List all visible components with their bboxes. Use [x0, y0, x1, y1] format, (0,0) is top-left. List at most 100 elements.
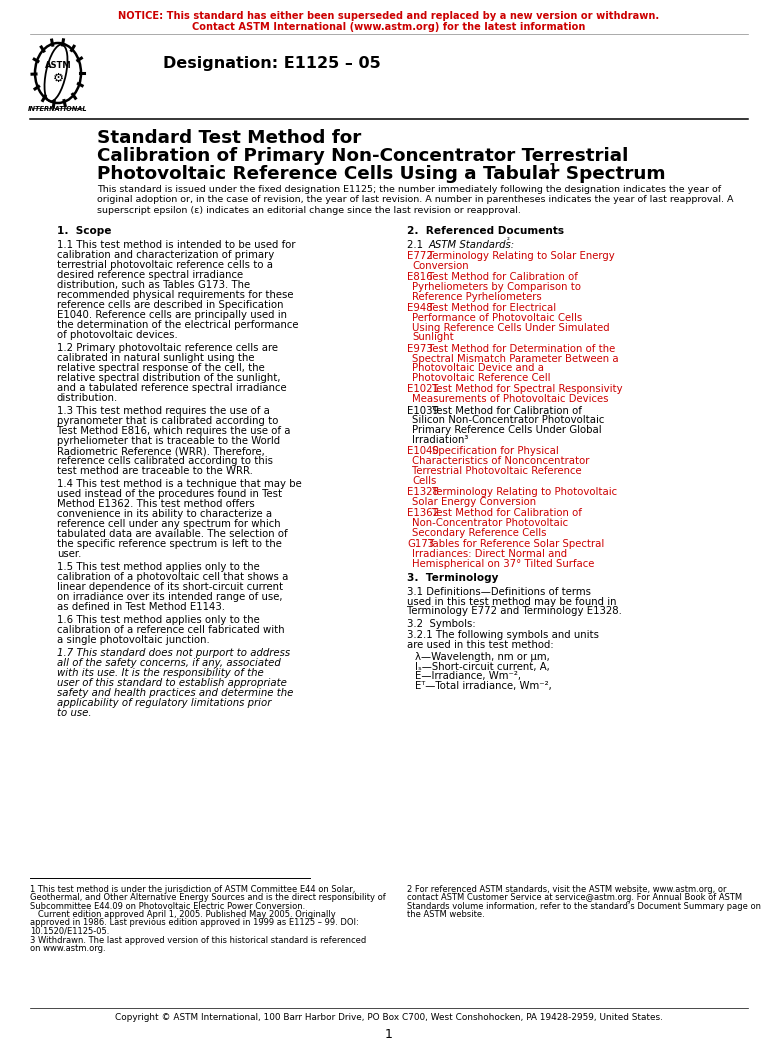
Text: Test Method for Determination of the: Test Method for Determination of the [428, 344, 615, 354]
Text: Current edition approved April 1, 2005. Published May 2005. Originally: Current edition approved April 1, 2005. … [30, 910, 336, 919]
Text: Iₛ—Short-circuit current, A,: Iₛ—Short-circuit current, A, [415, 662, 550, 671]
Text: 3.2.1 The following symbols and units: 3.2.1 The following symbols and units [407, 630, 599, 640]
Text: Terminology E772 and Terminology E1328.: Terminology E772 and Terminology E1328. [407, 607, 622, 616]
Text: user.: user. [57, 549, 82, 559]
Text: Test Method for Spectral Responsivity: Test Method for Spectral Responsivity [432, 384, 622, 395]
Text: 3 Withdrawn. The last approved version of this historical standard is referenced: 3 Withdrawn. The last approved version o… [30, 936, 366, 945]
Text: NOTICE: This standard has either been superseded and replaced by a new version o: NOTICE: This standard has either been su… [118, 11, 660, 21]
Text: 2.  Referenced Documents: 2. Referenced Documents [407, 226, 564, 236]
Text: Terrestrial Photovoltaic Reference: Terrestrial Photovoltaic Reference [412, 465, 582, 476]
Text: 3.1 Definitions—Definitions of terms: 3.1 Definitions—Definitions of terms [407, 587, 591, 596]
Text: Terminology Relating to Solar Energy: Terminology Relating to Solar Energy [428, 251, 615, 261]
Text: 10.1520/E1125-05.: 10.1520/E1125-05. [30, 926, 110, 936]
Text: terrestrial photovoltaic reference cells to a: terrestrial photovoltaic reference cells… [57, 260, 273, 270]
Text: Radiometric Reference (WRR). Therefore,: Radiometric Reference (WRR). Therefore, [57, 446, 265, 456]
Text: ASTM: ASTM [44, 61, 72, 71]
Text: user of this standard to establish appropriate: user of this standard to establish appro… [57, 678, 287, 688]
Text: Primary Reference Cells Under Global: Primary Reference Cells Under Global [412, 425, 601, 435]
Text: the specific reference spectrum is left to the: the specific reference spectrum is left … [57, 539, 282, 549]
Text: ²: ² [507, 238, 510, 244]
Text: desired reference spectral irradiance: desired reference spectral irradiance [57, 270, 243, 280]
Text: Photovoltaic Reference Cells Using a Tabular Spectrum: Photovoltaic Reference Cells Using a Tab… [97, 166, 666, 183]
Text: the ASTM website.: the ASTM website. [407, 910, 485, 919]
Text: pyranometer that is calibrated according to: pyranometer that is calibrated according… [57, 416, 279, 426]
Text: calibration and characterization of primary: calibration and characterization of prim… [57, 250, 275, 260]
Text: used instead of the procedures found in Test: used instead of the procedures found in … [57, 489, 282, 499]
Text: E1039: E1039 [407, 406, 439, 415]
Text: Photovoltaic Device and a: Photovoltaic Device and a [412, 363, 544, 374]
Text: Contact ASTM International (www.astm.org) for the latest information: Contact ASTM International (www.astm.org… [192, 22, 586, 32]
Text: superscript epsilon (ε) indicates an editorial change since the last revision or: superscript epsilon (ε) indicates an edi… [97, 206, 521, 215]
Text: 1.5 This test method applies only to the: 1.5 This test method applies only to the [57, 562, 260, 572]
Text: 1.7 This standard does not purport to address: 1.7 This standard does not purport to ad… [57, 648, 290, 658]
Text: Sunlight: Sunlight [412, 332, 454, 342]
Text: E1021: E1021 [407, 384, 439, 395]
Text: Solar Energy Conversion: Solar Energy Conversion [412, 497, 536, 507]
Text: This standard is issued under the fixed designation E1125; the number immediatel: This standard is issued under the fixed … [97, 185, 721, 194]
Text: Eᵀ—Total irradiance, Wm⁻²,: Eᵀ—Total irradiance, Wm⁻², [415, 681, 552, 691]
Text: Calibration of Primary Non-Concentrator Terrestrial: Calibration of Primary Non-Concentrator … [97, 147, 629, 166]
Text: Irradiances: Direct Normal and: Irradiances: Direct Normal and [412, 549, 567, 559]
Text: 1: 1 [385, 1029, 393, 1041]
Text: E1328: E1328 [407, 487, 439, 497]
Text: Pyrheliometers by Comparison to: Pyrheliometers by Comparison to [412, 282, 581, 291]
Text: 1.2 Primary photovoltaic reference cells are: 1.2 Primary photovoltaic reference cells… [57, 342, 278, 353]
Text: ASTM Standards:: ASTM Standards: [429, 240, 515, 250]
Text: distribution.: distribution. [57, 393, 118, 403]
Text: Secondary Reference Cells: Secondary Reference Cells [412, 528, 546, 537]
Text: Conversion: Conversion [412, 261, 468, 271]
Text: Non-Concentrator Photovoltaic: Non-Concentrator Photovoltaic [412, 517, 568, 528]
Text: Irradiation³: Irradiation³ [412, 435, 468, 445]
Text: Geothermal, and Other Alternative Energy Sources and is the direct responsibilit: Geothermal, and Other Alternative Energy… [30, 893, 386, 903]
Text: 3.  Terminology: 3. Terminology [407, 573, 499, 583]
Text: reference cell under any spectrum for which: reference cell under any spectrum for wh… [57, 519, 281, 529]
Text: E—Irradiance, Wm⁻²,: E—Irradiance, Wm⁻², [415, 671, 521, 682]
Text: recommended physical requirements for these: recommended physical requirements for th… [57, 290, 293, 300]
Text: 1.4 This test method is a technique that may be: 1.4 This test method is a technique that… [57, 479, 302, 489]
Text: Method E1362. This test method offers: Method E1362. This test method offers [57, 499, 254, 509]
Text: Terminology Relating to Photovoltaic: Terminology Relating to Photovoltaic [432, 487, 617, 497]
Text: Performance of Photovoltaic Cells: Performance of Photovoltaic Cells [412, 312, 582, 323]
Text: convenience in its ability to characterize a: convenience in its ability to characteri… [57, 509, 272, 519]
Text: on www.astm.org.: on www.astm.org. [30, 944, 106, 954]
Text: INTERNATIONAL: INTERNATIONAL [28, 106, 88, 112]
Text: Test Method for Electrical: Test Method for Electrical [428, 303, 555, 313]
Text: Test Method for Calibration of: Test Method for Calibration of [428, 272, 577, 282]
Text: G173: G173 [407, 539, 434, 549]
Text: safety and health practices and determine the: safety and health practices and determin… [57, 688, 293, 699]
Text: applicability of regulatory limitations prior: applicability of regulatory limitations … [57, 699, 272, 708]
Text: calibration of a photovoltaic cell that shows a: calibration of a photovoltaic cell that … [57, 572, 289, 582]
Text: relative spectral distribution of the sunlight,: relative spectral distribution of the su… [57, 373, 281, 383]
Text: used in this test method may be found in: used in this test method may be found in [407, 596, 616, 607]
Text: 2 For referenced ASTM standards, visit the ASTM website, www.astm.org, or: 2 For referenced ASTM standards, visit t… [407, 885, 727, 894]
Text: Silicon Non-Concentrator Photovoltaic: Silicon Non-Concentrator Photovoltaic [412, 415, 605, 426]
Text: Specification for Physical: Specification for Physical [432, 447, 559, 456]
Text: on irradiance over its intended range of use,: on irradiance over its intended range of… [57, 592, 282, 602]
Text: calibrated in natural sunlight using the: calibrated in natural sunlight using the [57, 353, 254, 363]
Text: linear dependence of its short-circuit current: linear dependence of its short-circuit c… [57, 582, 283, 592]
Text: contact ASTM Customer Service at service@astm.org. For Annual Book of ASTM: contact ASTM Customer Service at service… [407, 893, 742, 903]
Text: Cells: Cells [412, 476, 436, 485]
Text: Standard Test Method for: Standard Test Method for [97, 129, 361, 147]
Text: 1.  Scope: 1. Scope [57, 226, 111, 236]
Text: E973: E973 [407, 344, 433, 354]
Text: approved in 1986. Last previous edition approved in 1999 as E1125 – 99. DOI:: approved in 1986. Last previous edition … [30, 918, 359, 928]
Text: 1 This test method is under the jurisdiction of ASTM Committee E44 on Solar,: 1 This test method is under the jurisdic… [30, 885, 356, 894]
Text: tabulated data are available. The selection of: tabulated data are available. The select… [57, 529, 288, 539]
Text: calibration of a reference cell fabricated with: calibration of a reference cell fabricat… [57, 625, 285, 635]
Text: E1362: E1362 [407, 508, 439, 518]
Text: Designation: E1125 – 05: Designation: E1125 – 05 [163, 56, 380, 71]
Text: Measurements of Photovoltaic Devices: Measurements of Photovoltaic Devices [412, 395, 608, 404]
Text: Test Method for Calibration of: Test Method for Calibration of [432, 508, 582, 518]
Text: Subcommittee E44.09 on Photovoltaic Electric Power Conversion.: Subcommittee E44.09 on Photovoltaic Elec… [30, 902, 305, 911]
Text: of photovoltaic devices.: of photovoltaic devices. [57, 330, 177, 340]
Text: Using Reference Cells Under Simulated: Using Reference Cells Under Simulated [412, 323, 610, 333]
Text: E948: E948 [407, 303, 433, 313]
Text: to use.: to use. [57, 708, 92, 718]
Text: a single photovoltaic junction.: a single photovoltaic junction. [57, 635, 210, 645]
Text: all of the safety concerns, if any, associated: all of the safety concerns, if any, asso… [57, 658, 281, 668]
Text: Tables for Reference Solar Spectral: Tables for Reference Solar Spectral [428, 539, 604, 549]
Text: Copyright © ASTM International, 100 Barr Harbor Drive, PO Box C700, West Conshoh: Copyright © ASTM International, 100 Barr… [115, 1013, 663, 1022]
Text: pyrheliometer that is traceable to the World: pyrheliometer that is traceable to the W… [57, 436, 280, 446]
Text: E772: E772 [407, 251, 433, 261]
